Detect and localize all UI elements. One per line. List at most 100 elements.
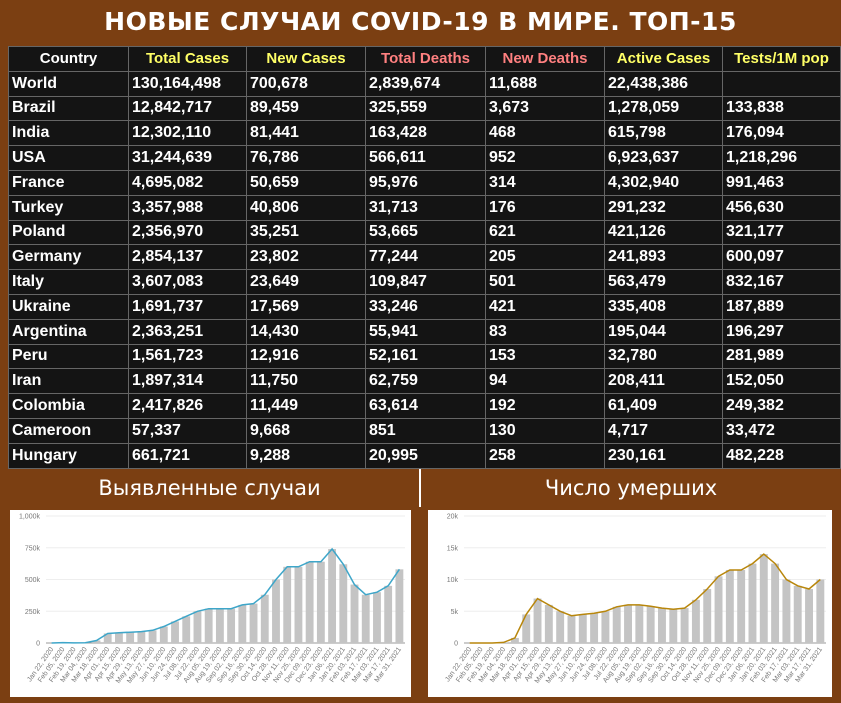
table-cell: 23,802	[246, 244, 366, 271]
bar	[126, 632, 135, 643]
table-cell: 1,897,314	[128, 368, 247, 395]
table-cell: 33,246	[365, 293, 486, 320]
table-cell: 95,976	[365, 169, 486, 196]
table-cell: 621	[485, 219, 605, 246]
bar	[238, 604, 247, 643]
bar	[703, 589, 712, 643]
table-cell: 9,668	[246, 417, 366, 444]
table-cell: 1,278,059	[604, 95, 723, 122]
table-cell: 12,842,717	[128, 95, 247, 122]
table-cell: 851	[365, 417, 486, 444]
table-row: Brazil 12,842,717 89,459 325,559 3,673 1,278,…	[8, 95, 841, 122]
table-cell: 11,750	[246, 368, 366, 395]
table-cell: World	[8, 70, 129, 97]
bar	[395, 569, 404, 643]
table-cell: 2,854,137	[128, 244, 247, 271]
bar	[294, 566, 303, 643]
table-cell: 61,409	[604, 393, 723, 419]
table-cell: 661,721	[128, 442, 247, 469]
table-row: Peru 1,561,723 12,916 52,161 153 32,780 281,98…	[8, 343, 841, 370]
table-cell: 12,302,110	[128, 120, 247, 147]
table-row: Germany 2,854,137 23,802 77,244 205 241,893 60…	[8, 244, 841, 271]
table-cell: 192	[485, 393, 605, 419]
bar	[567, 615, 576, 643]
table-cell: 291,232	[604, 194, 723, 221]
bar	[816, 579, 825, 643]
bar	[103, 633, 112, 643]
table-cell: USA	[8, 145, 129, 171]
table-cell: 421	[485, 293, 605, 320]
y-tick-label: 15k	[447, 545, 459, 552]
bar	[260, 594, 269, 643]
table-cell: 4,717	[604, 417, 723, 444]
bar	[725, 569, 734, 643]
table-cell: 991,463	[722, 169, 841, 196]
table-cell: 482,228	[722, 442, 841, 469]
table-cell: 1,691,737	[128, 293, 247, 320]
table-cell: 196,297	[722, 318, 841, 345]
table-cell: 17,569	[246, 293, 366, 320]
table-cell: Peru	[8, 343, 129, 370]
table-cell: 832,167	[722, 269, 841, 295]
table-cell: 53,665	[365, 219, 486, 246]
table-cell: 335,408	[604, 293, 723, 320]
table-cell: 40,806	[246, 194, 366, 221]
table-row: Country Total Cases New Cases Total Deaths N…	[8, 46, 841, 72]
bar	[193, 611, 202, 643]
table-cell: 81,441	[246, 120, 366, 147]
table-row: India 12,302,110 81,441 163,428 468 615,798 17…	[8, 120, 841, 147]
table-cell: New Cases	[246, 46, 366, 72]
table-cell: 563,479	[604, 269, 723, 295]
table-cell: 89,459	[246, 95, 366, 122]
y-tick-label: 1,000k	[19, 514, 41, 521]
table-cell: Total Cases	[128, 46, 247, 72]
table-row: Turkey 3,357,988 40,806 31,713 176 291,232 456…	[8, 194, 841, 221]
table-cell: Tests/1M pop	[722, 46, 841, 72]
table-cell: 76,786	[246, 145, 366, 171]
page-title: НОВЫЕ СЛУЧАИ COVID-19 В МИРЕ. ТОП-15	[104, 7, 737, 36]
y-tick-label: 10k	[447, 577, 459, 584]
table-cell: 32,780	[604, 343, 723, 370]
table-cell: 566,611	[365, 145, 486, 171]
bar	[171, 621, 179, 643]
table-row: France 4,695,082 50,659 95,976 314 4,302,940 9…	[8, 169, 841, 196]
bar	[737, 569, 746, 643]
table-cell: Ukraine	[8, 293, 129, 320]
table-cell: Brazil	[8, 95, 129, 122]
table-cell: India	[8, 120, 129, 147]
table-cell	[722, 70, 841, 97]
table-cell: 130,164,498	[128, 70, 247, 97]
table-cell: 2,363,251	[128, 318, 247, 345]
table-cell: 9,288	[246, 442, 366, 469]
bar	[305, 561, 314, 643]
y-tick-label: 0	[454, 641, 458, 648]
table-cell: 249,382	[722, 393, 841, 419]
table-cell: 2,839,674	[365, 70, 486, 97]
bar	[204, 608, 213, 643]
bar	[601, 611, 610, 643]
y-tick-label: 250k	[25, 609, 41, 616]
table-cell: 205	[485, 244, 605, 271]
table-cell: 83	[485, 318, 605, 345]
bar	[578, 614, 587, 643]
table-cell: Poland	[8, 219, 129, 246]
table-cell: 1,218,296	[722, 145, 841, 171]
table-cell: 14,430	[246, 318, 366, 345]
bar	[373, 592, 381, 643]
table-cell: 31,244,639	[128, 145, 247, 171]
covid-table: Country Total Cases New Cases Total Deaths N…	[8, 46, 841, 469]
bar	[361, 594, 370, 643]
table-cell: Active Cases	[604, 46, 723, 72]
table-cell: Colombia	[8, 393, 129, 419]
table-cell: 208,411	[604, 368, 723, 395]
bar	[771, 563, 780, 643]
bar	[328, 549, 337, 643]
bar	[350, 584, 359, 643]
table-cell: 4,302,940	[604, 169, 723, 196]
table-cell: 57,337	[128, 417, 247, 444]
bar	[714, 576, 723, 643]
table-row: Hungary 661,721 9,288 20,995 258 230,161 482,2…	[8, 442, 841, 469]
table-cell: 3,607,083	[128, 269, 247, 295]
